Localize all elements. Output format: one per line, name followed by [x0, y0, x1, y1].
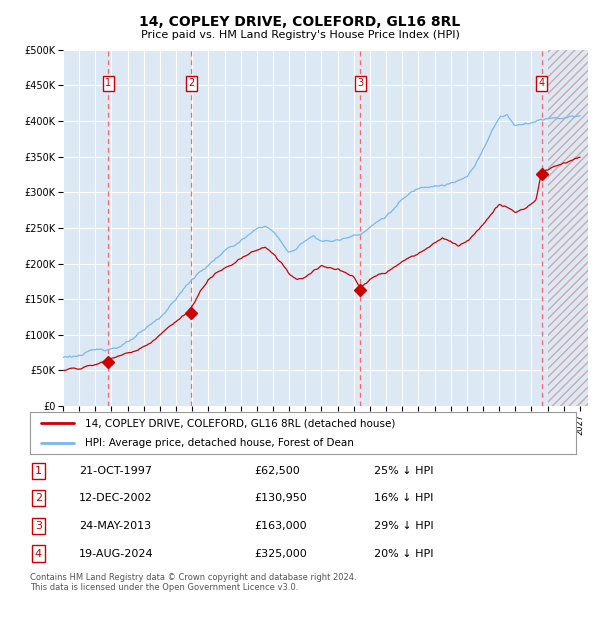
- Text: 2: 2: [188, 79, 194, 89]
- Text: 24-MAY-2013: 24-MAY-2013: [79, 521, 151, 531]
- Text: 19-AUG-2024: 19-AUG-2024: [79, 549, 154, 559]
- Text: HPI: Average price, detached house, Forest of Dean: HPI: Average price, detached house, Fore…: [85, 438, 353, 448]
- Text: 3: 3: [357, 79, 363, 89]
- Text: 3: 3: [35, 521, 41, 531]
- Text: 29% ↓ HPI: 29% ↓ HPI: [374, 521, 434, 531]
- Text: £62,500: £62,500: [254, 466, 299, 476]
- Text: 16% ↓ HPI: 16% ↓ HPI: [374, 494, 433, 503]
- Text: Contains HM Land Registry data © Crown copyright and database right 2024.
This d: Contains HM Land Registry data © Crown c…: [30, 573, 356, 592]
- Text: £130,950: £130,950: [254, 494, 307, 503]
- Text: 2: 2: [35, 494, 42, 503]
- Text: 4: 4: [539, 79, 545, 89]
- Text: 1: 1: [35, 466, 41, 476]
- Bar: [548, 50, 588, 406]
- Text: £163,000: £163,000: [254, 521, 307, 531]
- Text: 12-DEC-2002: 12-DEC-2002: [79, 494, 153, 503]
- Text: 25% ↓ HPI: 25% ↓ HPI: [374, 466, 433, 476]
- Text: £325,000: £325,000: [254, 549, 307, 559]
- Text: 14, COPLEY DRIVE, COLEFORD, GL16 8RL: 14, COPLEY DRIVE, COLEFORD, GL16 8RL: [139, 15, 461, 29]
- Text: 4: 4: [35, 549, 42, 559]
- Bar: [548, 50, 588, 406]
- Text: 21-OCT-1997: 21-OCT-1997: [79, 466, 152, 476]
- Text: 14, COPLEY DRIVE, COLEFORD, GL16 8RL (detached house): 14, COPLEY DRIVE, COLEFORD, GL16 8RL (de…: [85, 418, 395, 428]
- Text: 1: 1: [105, 79, 111, 89]
- Text: Price paid vs. HM Land Registry's House Price Index (HPI): Price paid vs. HM Land Registry's House …: [140, 30, 460, 40]
- Text: 20% ↓ HPI: 20% ↓ HPI: [374, 549, 433, 559]
